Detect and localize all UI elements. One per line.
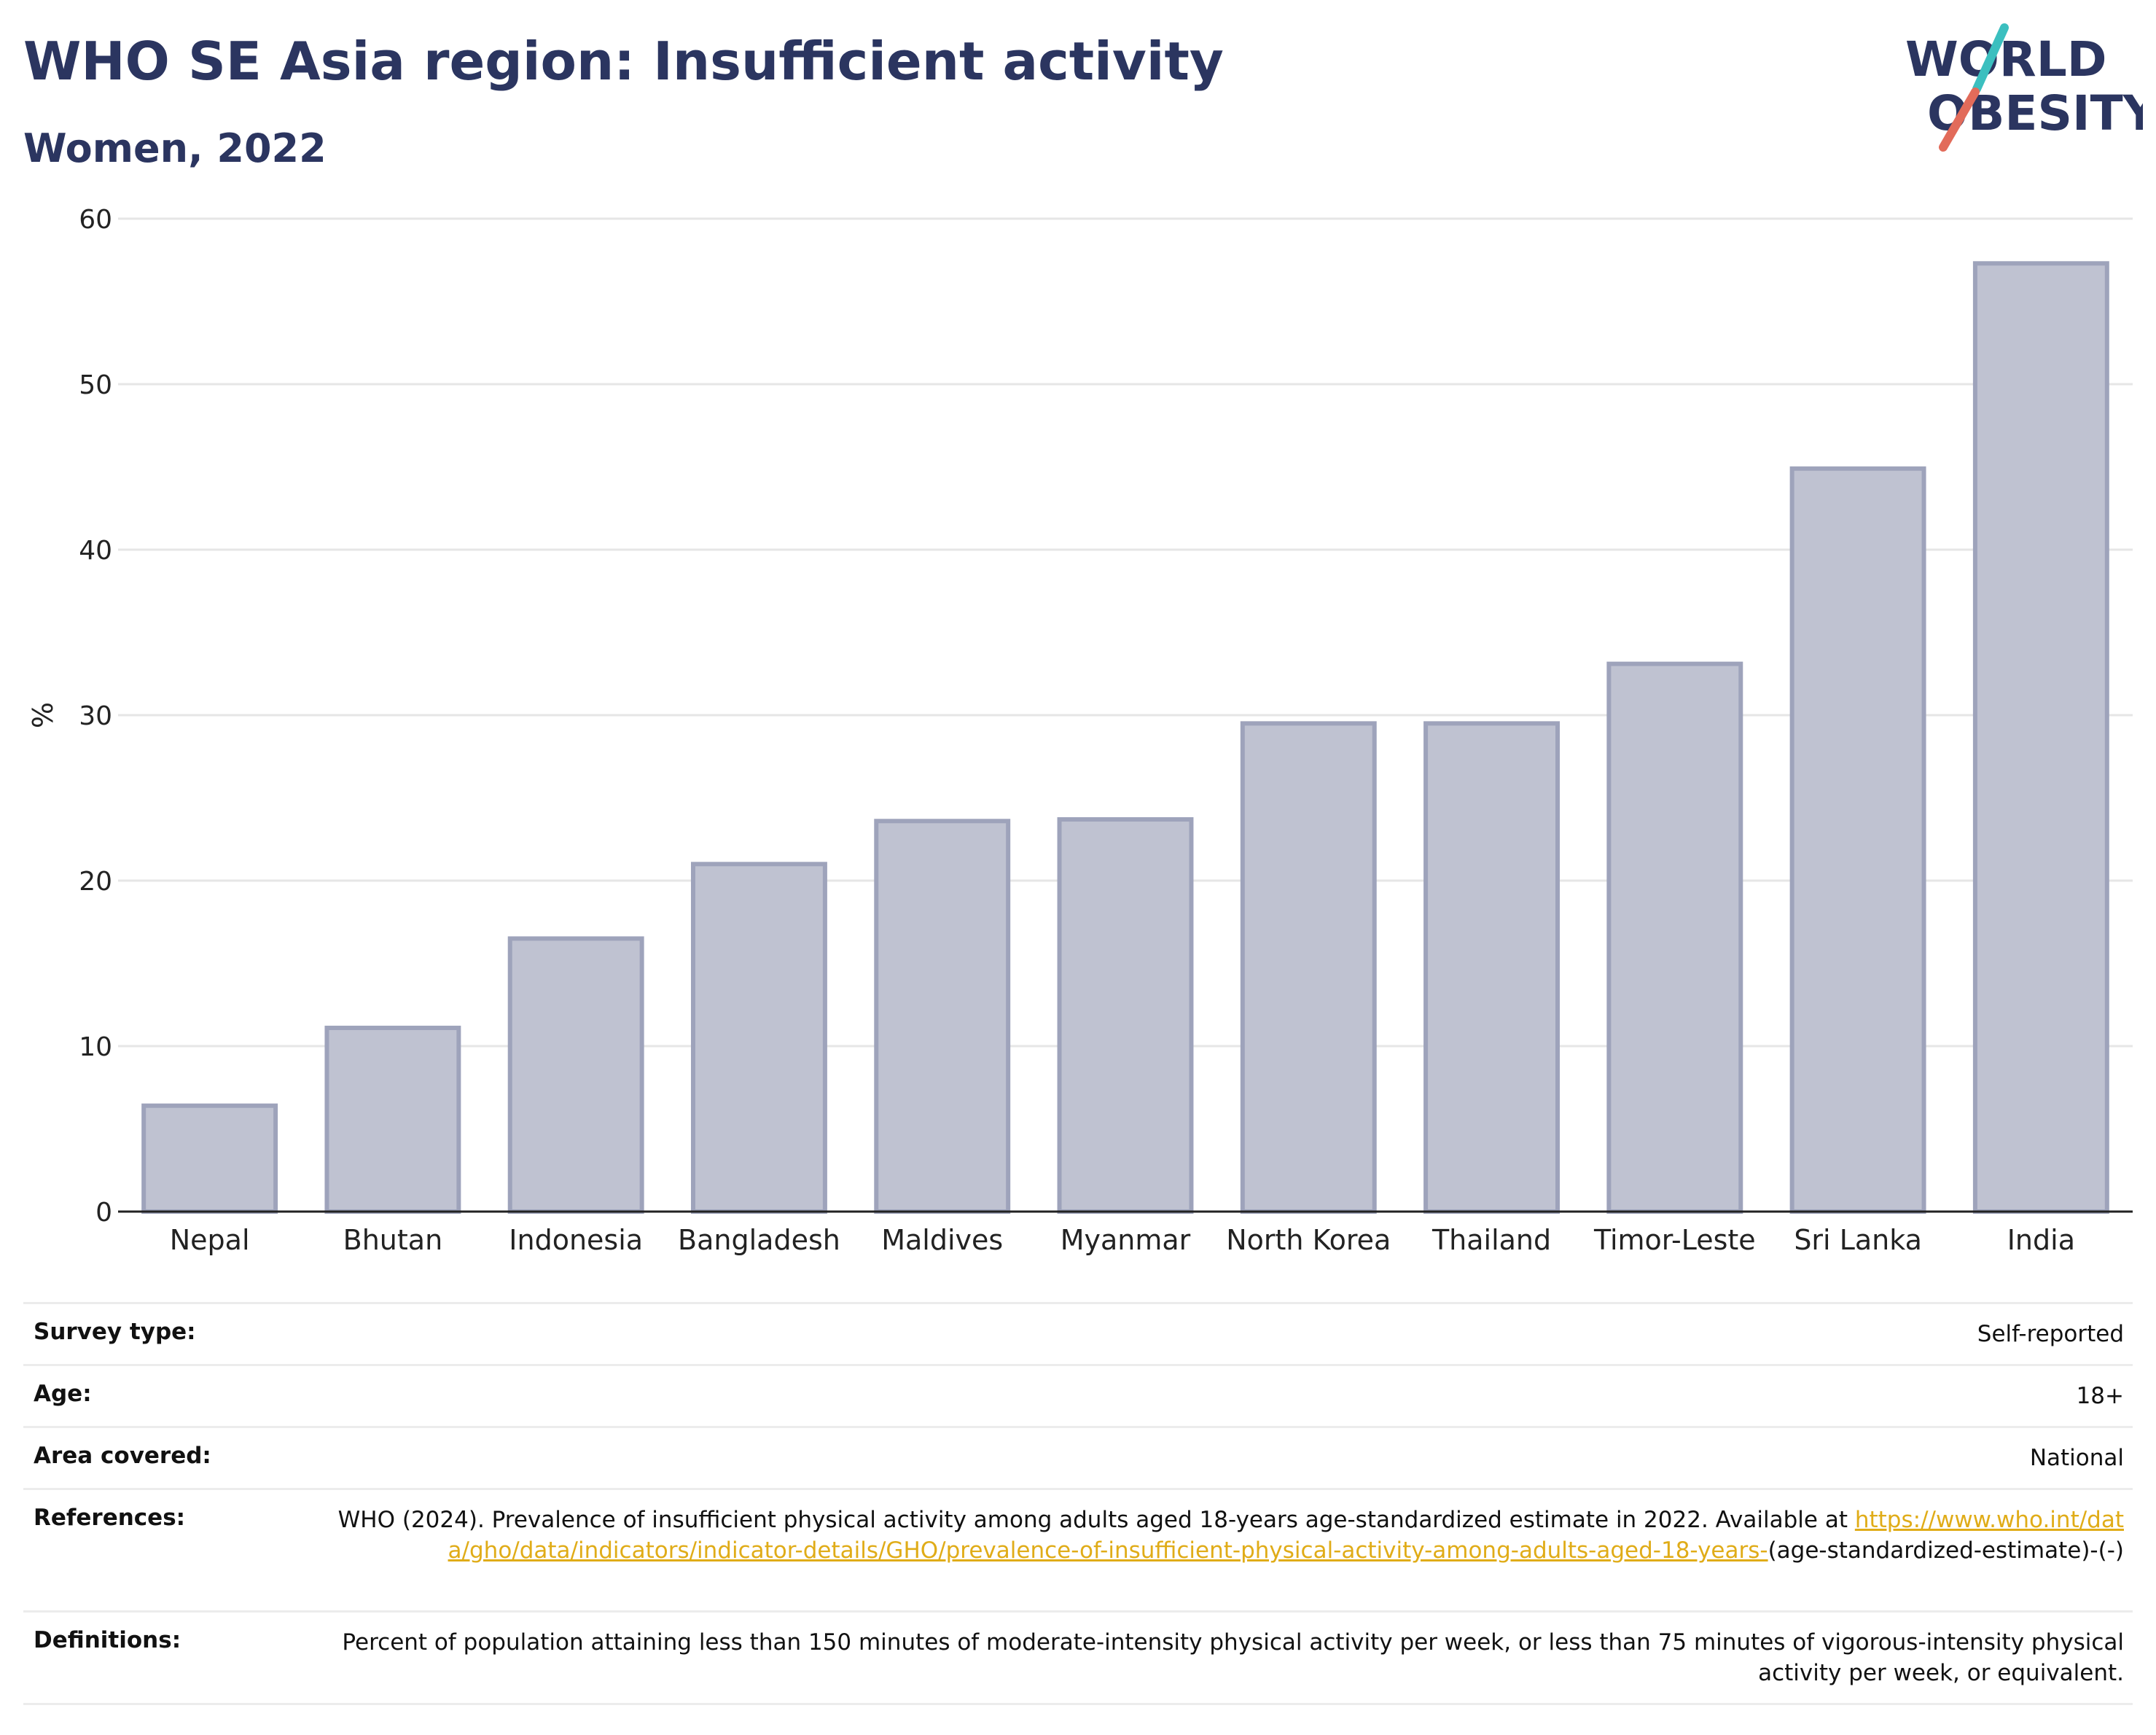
meta-row-area: Area covered: National [23, 1426, 2133, 1488]
x-tick-label: Myanmar [1061, 1224, 1191, 1256]
x-tick-label: Bhutan [343, 1224, 443, 1256]
references-link[interactable]: https://www.who.int/data/gho/data/indica… [448, 1507, 2124, 1564]
bar-thailand [1423, 721, 1561, 1214]
y-tick-label: 10 [79, 1032, 112, 1062]
y-tick-label: 30 [79, 701, 112, 731]
bar-chart: 0 10 20 30 40 50 60 Nepal Bhutan Indonesia Banglad… [27, 205, 2133, 1256]
metadata-table: Survey type: Self-reported Age: 18+ Area… [23, 1302, 2133, 1705]
y-tick-label: 0 [95, 1198, 112, 1228]
y-axis-label: % [27, 702, 59, 728]
definitions-label: Definitions: [34, 1627, 181, 1653]
x-tick-label: Indonesia [509, 1224, 643, 1256]
area-label: Area covered: [34, 1443, 211, 1469]
bar-sri-lanka [1789, 466, 1926, 1214]
chart-subtitle: Women, 2022 [23, 125, 327, 171]
bar-bangladesh [690, 862, 827, 1214]
y-tick-label: 40 [79, 536, 112, 566]
meta-row-definitions: Definitions: Percent of population attai… [23, 1610, 2133, 1705]
bar-india [1972, 261, 2109, 1214]
x-tick-label: India [2007, 1224, 2075, 1256]
age-value: 18+ [2076, 1383, 2124, 1409]
y-tick-label: 20 [79, 867, 112, 897]
meta-row-survey-type: Survey type: Self-reported [23, 1302, 2133, 1364]
references-value: WHO (2024). Prevalence of insufficient p… [325, 1505, 2124, 1566]
logo-line-world: WORLD [1905, 31, 2107, 87]
logo-slash-coral-icon [1939, 87, 1980, 152]
x-tick-label: Bangladesh [678, 1224, 840, 1256]
references-label: References: [34, 1505, 186, 1531]
y-tick-label: 60 [79, 205, 112, 235]
area-value: National [2029, 1445, 2124, 1471]
logo-slash-teal-icon [1972, 23, 2009, 93]
references-text: WHO (2024). Prevalence of insufficient p… [337, 1507, 1848, 1533]
x-tick-label: Timor-Leste [1593, 1224, 1756, 1256]
references-suffix: (age-standardized-estimate)-(-) [1768, 1537, 2124, 1564]
chart-title: WHO SE Asia region: Insufficient activit… [23, 31, 1224, 92]
x-tick-label: Nepal [170, 1224, 250, 1256]
bar-north-korea [1240, 721, 1377, 1214]
y-tick-label: 50 [79, 370, 112, 400]
survey-type-value: Self-reported [1977, 1321, 2124, 1347]
meta-row-references: References: WHO (2024). Prevalence of in… [23, 1488, 2133, 1610]
bar-maldives [874, 819, 1011, 1214]
bar-indonesia [507, 936, 644, 1214]
world-obesity-logo: WORLD OBESITY [1905, 23, 2143, 152]
definitions-value: Percent of population attaining less tha… [342, 1629, 2124, 1686]
bar-bhutan [324, 1026, 461, 1214]
age-label: Age: [34, 1381, 92, 1407]
bar-nepal [141, 1103, 278, 1214]
bar-timor-leste [1606, 661, 1743, 1214]
x-tick-label: Thailand [1432, 1224, 1551, 1256]
x-tick-label: Maldives [881, 1224, 1003, 1256]
meta-row-age: Age: 18+ [23, 1364, 2133, 1426]
x-tick-label: Sri Lanka [1794, 1224, 1922, 1256]
x-tick-label: North Korea [1226, 1224, 1391, 1256]
survey-type-label: Survey type: [34, 1319, 196, 1345]
bar-myanmar [1057, 817, 1194, 1214]
